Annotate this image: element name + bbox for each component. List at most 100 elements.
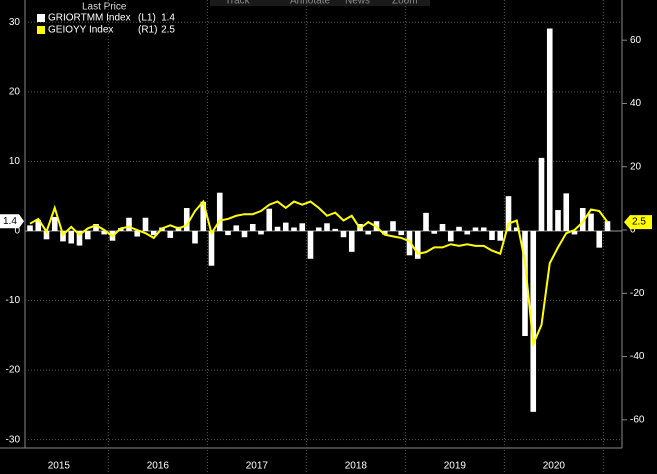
bar [522,230,528,336]
bar [588,213,594,231]
legend-value: 1.4 [161,13,175,24]
y2-tick-label: 20 [630,161,642,172]
bar [365,230,372,235]
bar [456,226,462,231]
legend-title: Last Price [82,2,127,13]
last-value-label: 1.4 [3,216,17,227]
bar [167,230,174,238]
bar [381,230,388,235]
bar [241,230,248,238]
bar [216,192,223,231]
toolbar-button[interactable]: Zoom [392,0,418,7]
bar [299,223,306,231]
bar [579,208,586,231]
bar [60,230,66,242]
legend-axis: (R1) [138,25,157,36]
x-tick-label: 2019 [444,461,467,472]
line-series [29,199,609,348]
bar [480,227,487,231]
legend-swatch [37,14,45,22]
x-tick-label: 2016 [147,461,170,472]
bar [307,230,314,259]
toolbar-button[interactable]: News [345,0,370,7]
bar [497,230,504,241]
bar [563,193,570,231]
bar [423,212,429,231]
last-value-badge [0,214,24,229]
bar [464,230,471,235]
bar [332,228,339,231]
y-tick-label: -20 [6,365,21,376]
bar [76,230,83,246]
y-tick-label: 10 [9,156,21,167]
bar [431,230,438,234]
bar [35,219,42,231]
y2-tick-label: -60 [630,414,645,425]
legend-label: GRIORTMM Index [48,13,131,24]
toolbar [210,0,430,6]
y2-tick-label: 40 [630,98,642,109]
bar [200,201,207,231]
bar [192,230,198,244]
bar [51,217,58,231]
y-tick-label: 0 [14,226,20,237]
bar [150,230,157,236]
bar [538,157,545,231]
y2-tick-label: -40 [630,351,645,362]
x-tick-label: 2015 [48,461,71,472]
bar [27,225,33,231]
last-value-label: 2.5 [632,217,646,228]
legend-label: GEIOYY Index [48,25,113,36]
bar [439,224,446,231]
toolbar-button[interactable]: Track [225,0,251,7]
bar [398,230,405,236]
x-tick-label: 2017 [246,461,269,472]
y2-tick-label: 60 [630,35,642,46]
last-value-badge [624,215,652,230]
bar [142,217,149,231]
bar [340,230,347,238]
legend-box [25,0,175,40]
bar [324,223,330,231]
bar [546,28,553,231]
bar [183,208,190,231]
y2-tick-label: -20 [630,288,645,299]
bar [101,230,108,235]
bar [472,227,479,231]
bar [555,210,561,231]
bar [414,230,421,259]
y-tick-label: -10 [6,295,21,306]
y-tick-label: -30 [6,434,21,445]
y2-tick-label: 0 [630,225,636,236]
x-tick-label: 2018 [345,461,368,472]
bar [604,221,611,231]
bar [233,225,240,231]
bar [406,230,413,256]
bar [134,230,141,237]
bar [596,230,603,248]
bar [126,217,132,231]
bar [266,208,273,231]
bar [489,230,495,240]
y-tick-label: 20 [9,86,21,97]
bar [43,230,50,240]
y-tick-label: 30 [9,17,21,28]
bar [348,230,355,252]
toolbar-button[interactable]: Annotate [290,0,330,7]
bar [513,227,520,231]
x-tick-label: 2020 [543,461,566,472]
bar [225,230,231,236]
legend-axis: (L1) [138,13,156,24]
bar [282,222,289,231]
bar [208,230,215,266]
bar [315,227,322,231]
bar [505,196,512,231]
legend-value: 2.5 [161,25,175,36]
bar [571,230,578,235]
bar [249,224,256,231]
bar [390,221,396,231]
bar [258,230,264,235]
legend-swatch [37,26,45,34]
